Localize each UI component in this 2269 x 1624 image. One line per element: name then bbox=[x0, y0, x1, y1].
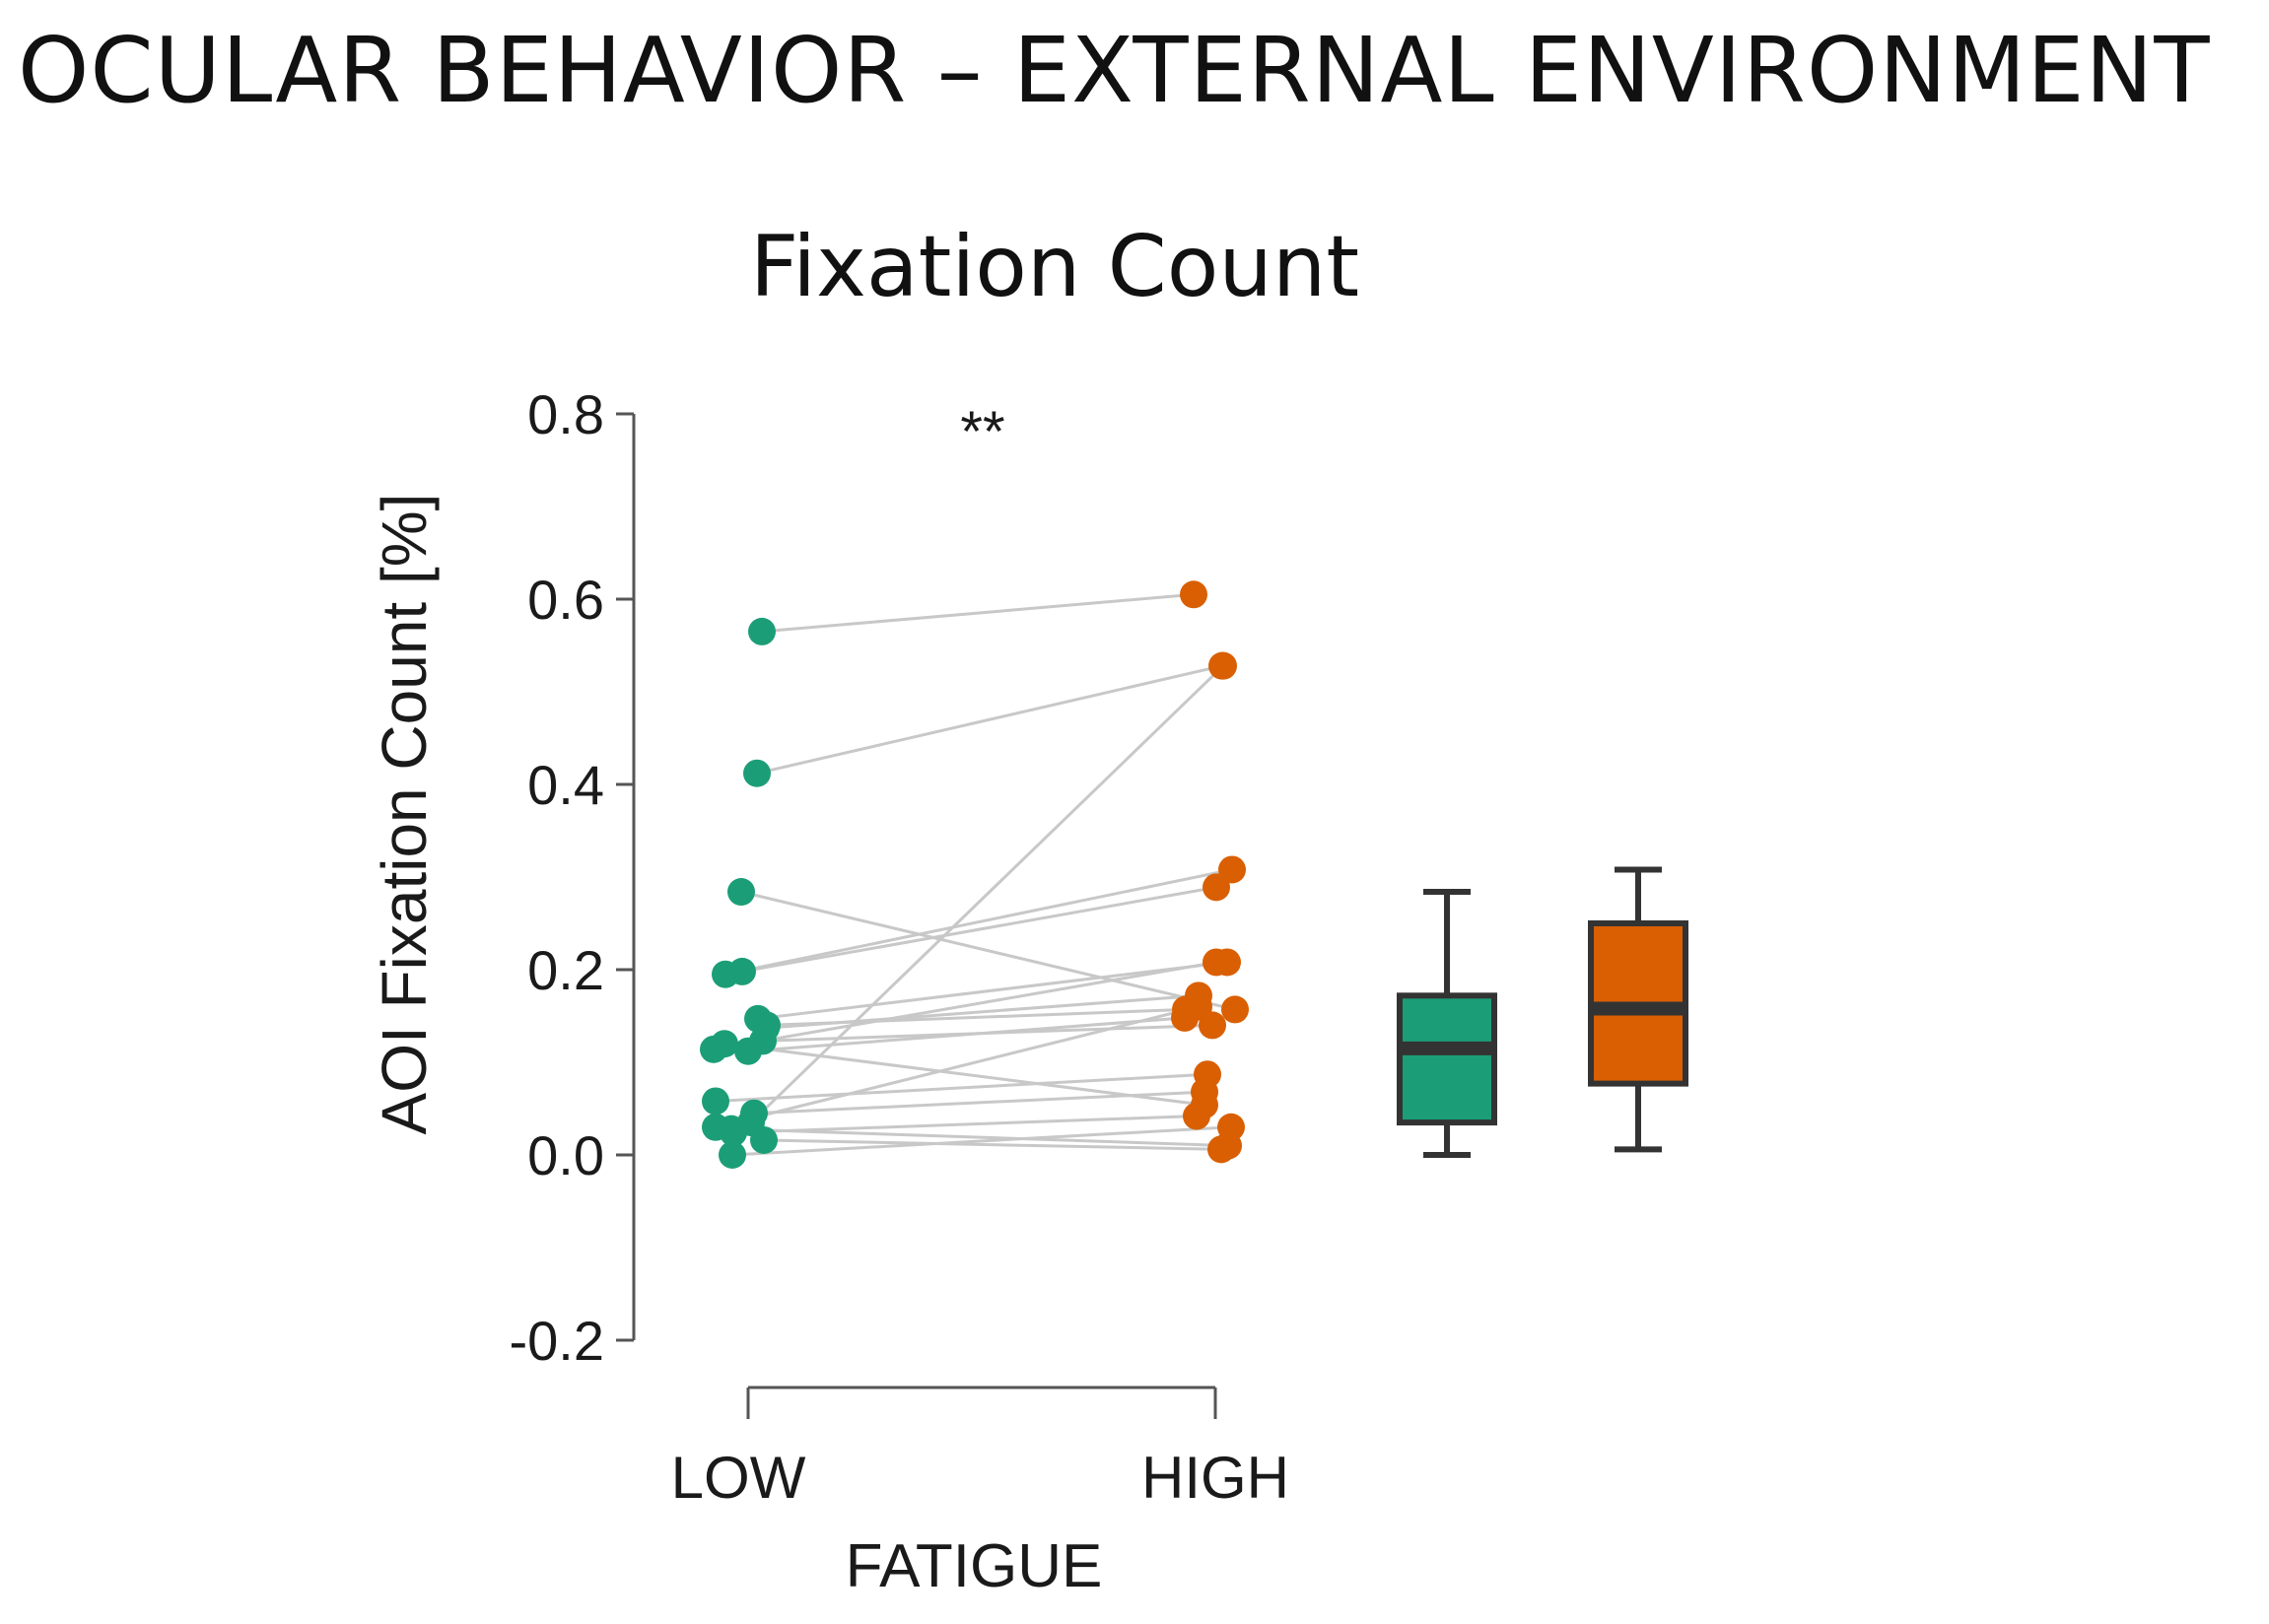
pair-line bbox=[757, 960, 1228, 1021]
chart-title: Fixation Count bbox=[750, 218, 1359, 316]
low-fatigue-point bbox=[734, 1037, 762, 1065]
y-tick-label: 0.6 bbox=[527, 569, 604, 631]
y-tick-label: 0.2 bbox=[527, 939, 604, 1001]
low-fatigue-point bbox=[712, 960, 739, 988]
high-fatigue-point bbox=[1218, 855, 1246, 884]
pair-line bbox=[761, 592, 1195, 634]
y-tick-label: 0.8 bbox=[527, 383, 604, 445]
pair-line bbox=[749, 664, 1225, 1124]
pair-line bbox=[715, 1072, 1208, 1103]
high-fatigue-point bbox=[1203, 873, 1230, 902]
high-fatigue-point bbox=[1207, 1135, 1235, 1164]
boxplots bbox=[1397, 866, 1688, 1158]
low-box bbox=[1397, 992, 1497, 1126]
x-axis-label: FATIGUE bbox=[846, 1532, 1103, 1600]
pair-line bbox=[747, 1016, 1186, 1053]
low-fatigue-point bbox=[743, 759, 771, 787]
pair-lines bbox=[713, 592, 1236, 1157]
pair-line bbox=[741, 885, 1217, 974]
high-fatigue-point bbox=[1183, 1102, 1210, 1130]
high-fatigue-point bbox=[1180, 580, 1207, 609]
y-tick-label: 0.4 bbox=[527, 754, 604, 816]
pair-line bbox=[724, 868, 1233, 977]
high-fatigue-point bbox=[1221, 995, 1249, 1024]
low-fatigue-point bbox=[748, 617, 776, 645]
low-fatigue-point bbox=[700, 1035, 727, 1063]
low-fatigue-point bbox=[727, 878, 755, 907]
y-axis-label: AOI Fixation Count [%] bbox=[369, 494, 440, 1135]
y-tick-label: 0.0 bbox=[527, 1124, 604, 1186]
axes: -0.2 0.0 0.2 0.4 0.6 0.8 LOW HIGH bbox=[510, 383, 1290, 1511]
pair-line bbox=[731, 1125, 1232, 1157]
page-title: OCULAR BEHAVIOR – EXTERNAL ENVIRONMENT bbox=[18, 18, 2211, 123]
pair-line bbox=[730, 1127, 1229, 1148]
high-fatigue-point bbox=[1217, 1113, 1245, 1141]
high-fatigue-point bbox=[1191, 1078, 1218, 1107]
x-tick-label: LOW bbox=[671, 1445, 806, 1511]
pair-line bbox=[763, 1138, 1222, 1151]
data-points bbox=[700, 580, 1249, 1169]
pair-line bbox=[740, 890, 1236, 1011]
pair-line bbox=[715, 1005, 1200, 1129]
pair-line bbox=[753, 1090, 1205, 1116]
pair-line bbox=[713, 961, 1217, 1051]
y-tick-label: -0.2 bbox=[510, 1310, 605, 1372]
low-fatigue-point bbox=[719, 1141, 746, 1169]
significance-marker: ** bbox=[960, 400, 1004, 464]
pair-line bbox=[732, 1115, 1198, 1134]
high-fatigue-point bbox=[1203, 948, 1230, 977]
x-tick-label: HIGH bbox=[1141, 1445, 1289, 1511]
low-fatigue-point bbox=[750, 1125, 778, 1154]
pair-line bbox=[756, 664, 1223, 776]
high-fatigue-point bbox=[1209, 651, 1237, 680]
pair-line bbox=[765, 993, 1200, 1030]
low-fatigue-point bbox=[720, 1118, 747, 1147]
low-fatigue-point bbox=[702, 1087, 729, 1116]
high-fatigue-point bbox=[1185, 992, 1212, 1021]
